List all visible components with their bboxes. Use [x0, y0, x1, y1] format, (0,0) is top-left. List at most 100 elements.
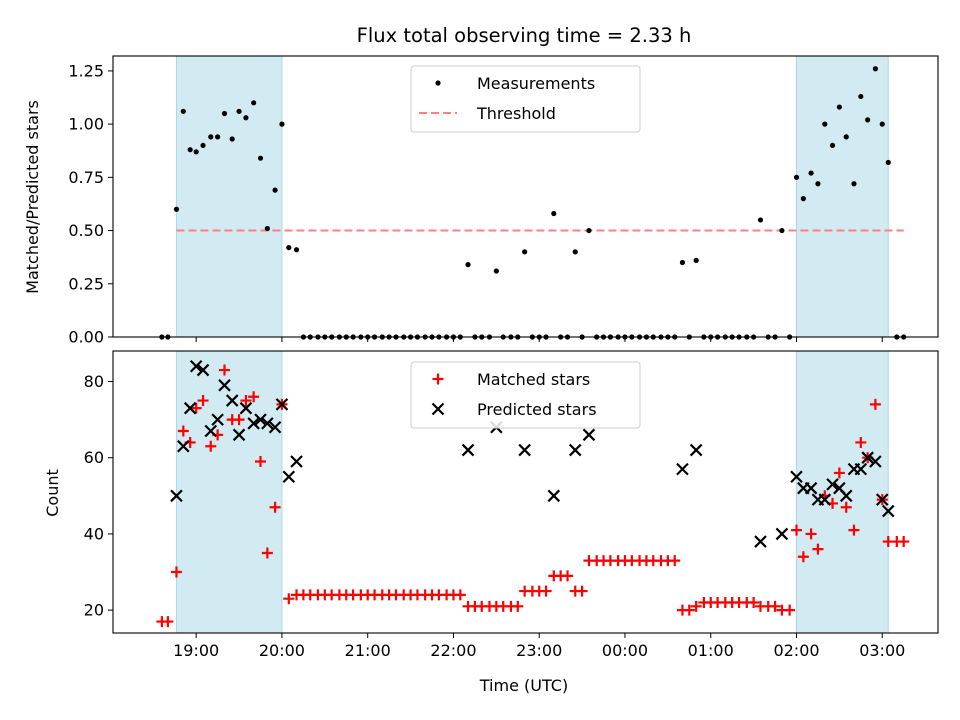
measurement-point	[286, 244, 292, 251]
measurement-point	[851, 181, 857, 187]
predicted-star-point	[839, 489, 853, 503]
x-tick-label: 02:00	[773, 641, 819, 660]
x-tick-label: 22:00	[430, 641, 476, 660]
predicted-star-point	[790, 470, 803, 484]
measurement-point	[229, 136, 235, 142]
measurement-point	[293, 247, 300, 253]
measurement-point	[236, 108, 242, 114]
top-shaded-interval	[795, 55, 889, 338]
measurement-point	[264, 225, 270, 232]
matched-star-point	[683, 604, 695, 616]
bottom-axes-frame	[112, 350, 939, 634]
measurement-point	[829, 142, 836, 149]
matched-star-point	[869, 398, 881, 410]
matched-star-point	[812, 543, 824, 555]
measurement-point	[815, 181, 821, 187]
x-tick-label: 20:00	[259, 641, 305, 660]
matched-star-point	[269, 501, 281, 513]
matched-star-point	[233, 414, 245, 426]
matched-star-point	[855, 436, 867, 448]
bottom-legend-label: Matched stars	[477, 370, 590, 389]
measurement-point	[279, 121, 285, 127]
predicted-star-point	[211, 413, 224, 426]
top-panel: 0.00 0.25 0.50 0.75 1.00 1.25 Measurements Thre…	[68, 55, 939, 347]
matched-star-point	[205, 440, 217, 452]
matched-star-point	[261, 547, 273, 559]
matched-star-point	[833, 467, 845, 479]
predicted-star-point	[232, 428, 246, 442]
legend-marker-matched	[432, 373, 444, 385]
measurement-point	[572, 249, 578, 255]
predicted-star-point	[218, 379, 231, 392]
predicted-star-point	[854, 462, 868, 476]
predicted-star-point	[239, 401, 253, 415]
matched-star-point	[669, 555, 681, 567]
predicted-star-point	[568, 443, 582, 457]
measurement-point	[865, 117, 871, 123]
predicted-star-point	[518, 443, 531, 457]
matched-star-point	[177, 425, 189, 437]
matched-star-point	[805, 528, 817, 540]
measurement-point	[465, 262, 471, 268]
predicted-star-point	[881, 504, 895, 518]
measurement-point	[800, 196, 806, 202]
predicted-star-point	[689, 443, 703, 457]
matched-star-point	[690, 600, 702, 612]
matched-star-point	[240, 395, 252, 407]
predicted-star-point	[461, 443, 475, 457]
predicted-star-point	[818, 493, 832, 506]
matched-star-point	[769, 600, 781, 612]
measurement-point	[257, 155, 264, 161]
top-y-tick-label: 0.00	[68, 328, 104, 347]
matched-star-point	[512, 600, 524, 612]
measurement-point	[193, 149, 199, 155]
matched-star-point	[283, 593, 295, 605]
measurement-point	[885, 159, 891, 166]
predicted-star-point	[254, 413, 267, 426]
matched-star-point	[576, 585, 588, 597]
measurement-point	[173, 206, 180, 212]
bottom-shaded-interval	[175, 350, 283, 634]
predicted-star-point	[247, 417, 260, 430]
x-tick-label: 19:00	[173, 641, 219, 660]
matched-star-point	[748, 597, 760, 609]
predicted-star-point	[804, 481, 818, 495]
x-axis-label: Time (UTC)	[479, 676, 568, 695]
measurement-point	[779, 227, 785, 234]
bottom-y-tick-label: 80	[84, 372, 104, 391]
predicted-star-point	[196, 363, 210, 377]
matched-star-point	[218, 364, 230, 376]
measurement-point	[221, 110, 228, 117]
top-y-tick-label: 0.75	[68, 168, 104, 187]
matched-star-point	[898, 536, 910, 548]
bottom-y-tick-label: 20	[84, 601, 104, 620]
matched-star-point	[790, 524, 802, 536]
predicted-star-point	[547, 489, 561, 503]
measurement-point	[187, 147, 193, 153]
legend-marker-predicted	[431, 402, 445, 416]
chart-title: Flux total observing time = 2.33 h	[357, 24, 692, 47]
legend-marker-measurements	[435, 80, 441, 86]
measurement-point	[679, 259, 686, 266]
bottom-y-tick-label: 60	[84, 448, 104, 467]
predicted-star-point	[225, 394, 239, 407]
bottom-legend-box	[410, 361, 641, 429]
measurement-point	[879, 121, 885, 127]
predicted-star-point	[875, 493, 889, 506]
bottom-y-tick-label: 40	[84, 524, 104, 543]
top-y-tick-label: 1.00	[68, 115, 104, 134]
predicted-star-point	[826, 478, 839, 491]
matched-star-point	[170, 566, 182, 578]
bottom-panel: 20 40 60 80 19:00 20:00 21:00 22:00 23:00 00:00 01…	[84, 350, 939, 660]
measurement-point	[215, 134, 221, 140]
matched-star-point	[540, 585, 552, 597]
predicted-star-point	[282, 470, 296, 484]
matched-star-point	[255, 456, 267, 468]
x-tick-label: 21:00	[345, 641, 391, 660]
matched-star-point	[840, 501, 852, 513]
measurement-point	[693, 257, 699, 263]
measurement-point	[822, 121, 828, 127]
bottom-y-axis-label: Count	[43, 469, 62, 517]
measurement-point	[180, 108, 186, 114]
top-shaded-interval	[175, 55, 283, 338]
